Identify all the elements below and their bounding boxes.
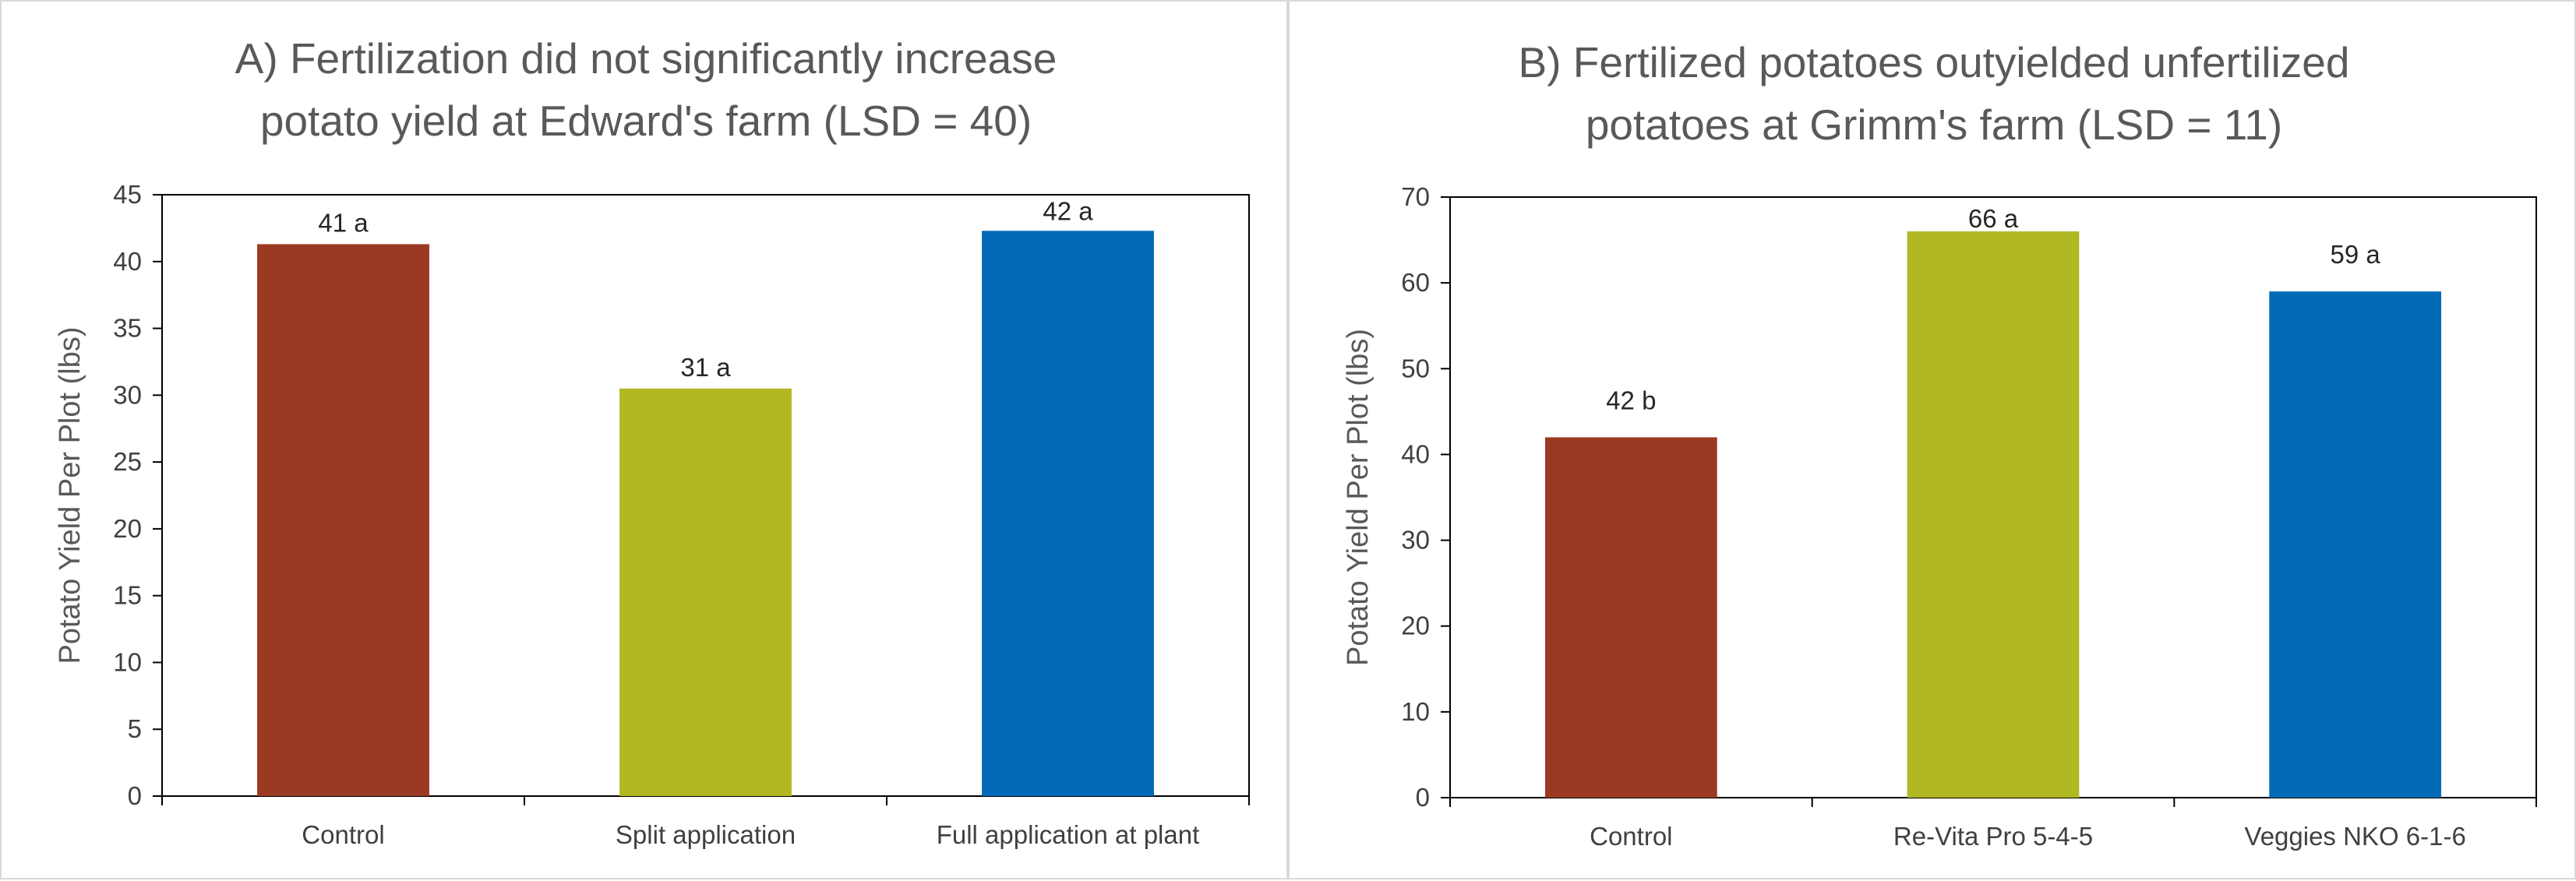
y-tick-label: 50 (1401, 354, 1430, 382)
y-tick-label: 45 (113, 180, 142, 209)
chart-panel-b: B) Fertilized potatoes outyielded unfert… (1288, 0, 2576, 879)
y-tick-label: 70 (1401, 182, 1430, 211)
x-tick-label-1: Control (1590, 822, 1672, 851)
data-label-3: 59 a (2331, 240, 2381, 269)
x-tick-label-2: Re-Vita Pro 5-4-5 (1893, 822, 2093, 851)
y-tick-label: 5 (128, 714, 142, 743)
bar-1 (257, 244, 429, 796)
data-label-1: 42 b (1606, 386, 1656, 414)
chart-title-line-1: A) Fertilization did not significantly i… (235, 34, 1057, 83)
chart-a-svg: A) Fertilization did not significantly i… (54, 34, 1250, 849)
bar-3 (982, 231, 1154, 796)
bar-3 (2269, 291, 2442, 798)
x-tick-label-3: Veggies NKO 6-1-6 (2245, 822, 2466, 851)
y-tick-label: 40 (1401, 439, 1430, 468)
chart-panel-a: A) Fertilization did not significantly i… (0, 0, 1288, 879)
y-tick-label: 30 (113, 380, 142, 409)
data-label-2: 66 a (1968, 204, 2019, 233)
data-label-2: 31 a (680, 353, 731, 382)
y-tick-label: 40 (113, 247, 142, 276)
y-tick-label: 10 (1401, 697, 1430, 726)
chart-title-line-1: B) Fertilized potatoes outyielded unfert… (1519, 38, 2350, 86)
y-axis-title: Potato Yield Per Plot (lbs) (54, 327, 86, 664)
data-label-3: 42 a (1043, 196, 1093, 225)
y-tick-label: 10 (113, 647, 142, 676)
x-tick-label-2: Split application (616, 820, 796, 849)
chart-title-line-2: potato yield at Edward's farm (LSD = 40) (260, 97, 1032, 145)
bar-2 (619, 388, 792, 796)
y-axis-title: Potato Yield Per Plot (lbs) (1342, 329, 1374, 666)
y-tick-label: 15 (113, 581, 142, 610)
y-tick-label: 60 (1401, 268, 1430, 297)
chart-b-svg: B) Fertilized potatoes outyielded unfert… (1342, 38, 2537, 851)
y-tick-label: 35 (113, 314, 142, 343)
chart-title-line-2: potatoes at Grimm's farm (LSD = 11) (1586, 100, 2282, 149)
y-tick-label: 25 (113, 447, 142, 476)
data-label-1: 41 a (318, 208, 369, 237)
x-tick-label-1: Control (302, 820, 384, 849)
x-tick-label-3: Full application at plant (937, 820, 1200, 849)
y-tick-label: 0 (1416, 783, 1430, 812)
y-tick-label: 20 (1401, 611, 1430, 640)
y-tick-label: 30 (1401, 526, 1430, 555)
y-tick-label: 0 (128, 781, 142, 810)
y-tick-label: 20 (113, 514, 142, 543)
bar-1 (1544, 437, 1717, 798)
bar-2 (1907, 231, 2080, 798)
